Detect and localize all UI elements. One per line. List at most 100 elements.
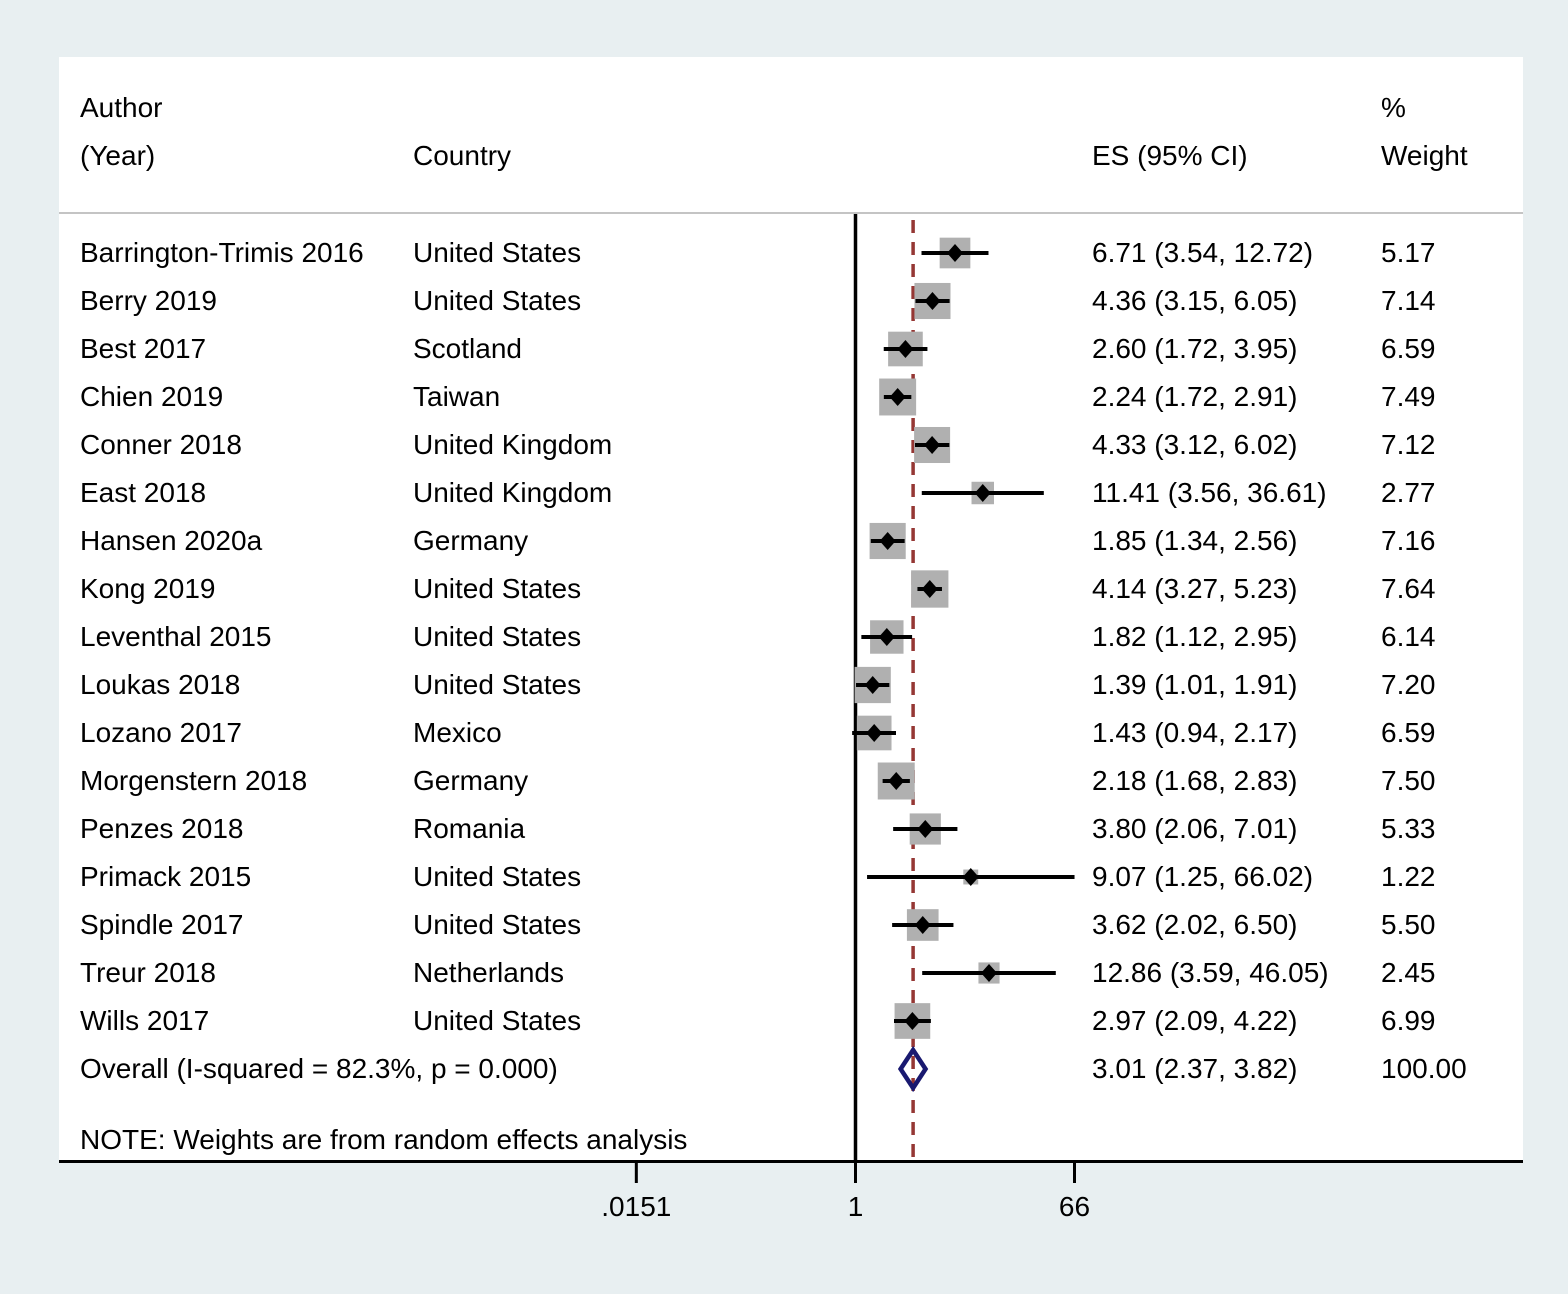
x-tick-label: .0151 (601, 1191, 672, 1222)
study-row: Treur 2018 Netherlands 12.86 (3.59, 46.0… (0, 949, 1568, 997)
study-author: Lozano 2017 (80, 717, 242, 748)
x-axis-line (59, 1160, 1523, 1163)
overall-diamond (897, 1045, 929, 1093)
study-country: United States (413, 669, 582, 700)
study-author: Hansen 2020a (80, 525, 263, 556)
study-weight: 7.12 (1381, 429, 1436, 460)
study-weight: 6.14 (1381, 621, 1436, 652)
study-es-ci: 1.82 (1.12, 2.95) (1092, 621, 1298, 652)
study-es-ci: 3.62 (2.02, 6.50) (1092, 909, 1298, 940)
study-weight: 7.64 (1381, 573, 1436, 604)
study-row: Spindle 2017 United States 3.62 (2.02, 6… (0, 901, 1568, 949)
study-weight: 7.49 (1381, 381, 1436, 412)
study-weight: 1.22 (1381, 861, 1436, 892)
study-weight: 2.77 (1381, 477, 1436, 508)
study-country: United Kingdom (413, 429, 613, 460)
study-row: Berry 2019 United States 4.36 (3.15, 6.0… (0, 277, 1568, 325)
header-weight-line2: Weight (1381, 140, 1468, 171)
random-effects-note: NOTE: Weights are from random effects an… (80, 1124, 688, 1155)
study-author: Spindle 2017 (80, 909, 244, 940)
study-weight: 7.20 (1381, 669, 1436, 700)
study-row: Hansen 2020a Germany 1.85 (1.34, 2.56) 7… (0, 517, 1568, 565)
study-row: Chien 2019 Taiwan 2.24 (1.72, 2.91) 7.49 (0, 373, 1568, 421)
plot-panel (59, 57, 1523, 1162)
study-row: Conner 2018 United Kingdom 4.33 (3.12, 6… (0, 421, 1568, 469)
study-es-ci: 6.71 (3.54, 12.72) (1092, 237, 1314, 268)
header-es-ci: ES (95% CI) (1092, 140, 1248, 171)
study-es-ci: 4.14 (3.27, 5.23) (1092, 573, 1298, 604)
study-country: United States (413, 573, 582, 604)
overall-es-ci: 3.01 (2.37, 3.82) (1092, 1053, 1298, 1084)
study-row: Penzes 2018 Romania 3.80 (2.06, 7.01) 5.… (0, 805, 1568, 853)
study-row: Wills 2017 United States 2.97 (2.09, 4.2… (0, 997, 1568, 1045)
study-es-ci: 4.36 (3.15, 6.05) (1092, 285, 1298, 316)
overall-label: Overall (I-squared = 82.3%, p = 0.000) (80, 1053, 558, 1084)
study-es-ci: 1.85 (1.34, 2.56) (1092, 525, 1298, 556)
study-weight: 2.45 (1381, 957, 1436, 988)
study-weight: 7.14 (1381, 285, 1436, 316)
study-row: Lozano 2017 Mexico 1.43 (0.94, 2.17) 6.5… (0, 709, 1568, 757)
study-country: Scotland (413, 333, 522, 364)
study-weight: 5.33 (1381, 813, 1436, 844)
study-weight: 6.99 (1381, 1005, 1436, 1036)
study-weight: 6.59 (1381, 717, 1436, 748)
study-country: Germany (413, 765, 529, 796)
x-tick-label: 66 (1058, 1191, 1091, 1222)
study-es-ci: 1.43 (0.94, 2.17) (1092, 717, 1298, 748)
study-row: East 2018 United Kingdom 11.41 (3.56, 36… (0, 469, 1568, 517)
study-es-ci: 4.33 (3.12, 6.02) (1092, 429, 1298, 460)
study-row: Kong 2019 United States 4.14 (3.27, 5.23… (0, 565, 1568, 613)
study-country: United States (413, 285, 582, 316)
header-country: Country (413, 140, 512, 171)
study-country: Germany (413, 525, 529, 556)
study-es-ci: 3.80 (2.06, 7.01) (1092, 813, 1298, 844)
study-row: Loukas 2018 United States 1.39 (1.01, 1.… (0, 661, 1568, 709)
study-es-ci: 11.41 (3.56, 36.61) (1092, 477, 1327, 508)
study-country: United States (413, 861, 582, 892)
study-es-ci: 1.39 (1.01, 1.91) (1092, 669, 1298, 700)
header-weight-line1: % (1381, 92, 1406, 123)
study-es-ci: 2.24 (1.72, 2.91) (1092, 381, 1298, 412)
x-tick-label: 1 (847, 1191, 864, 1222)
study-country: Netherlands (413, 957, 564, 988)
header-author-line2: (Year) (80, 140, 156, 171)
header-separator-line (59, 212, 1523, 214)
study-country: United States (413, 909, 582, 940)
study-author: Morgenstern 2018 (80, 765, 308, 796)
study-country: United Kingdom (413, 477, 613, 508)
study-author: East 2018 (80, 477, 207, 508)
study-author: Treur 2018 (80, 957, 216, 988)
study-es-ci: 2.60 (1.72, 3.95) (1092, 333, 1298, 364)
study-es-ci: 2.97 (2.09, 4.22) (1092, 1005, 1298, 1036)
study-country: Mexico (413, 717, 502, 748)
study-country: Romania (413, 813, 526, 844)
study-country: United States (413, 237, 582, 268)
study-row: Best 2017 Scotland 2.60 (1.72, 3.95) 6.5… (0, 325, 1568, 373)
study-weight: 7.16 (1381, 525, 1436, 556)
study-row: Barrington-Trimis 2016 United States 6.7… (0, 229, 1568, 277)
study-es-ci: 2.18 (1.68, 2.83) (1092, 765, 1298, 796)
study-weight: 6.59 (1381, 333, 1436, 364)
study-row: Leventhal 2015 United States 1.82 (1.12,… (0, 613, 1568, 661)
study-author: Berry 2019 (80, 285, 217, 316)
study-row: Primack 2015 United States 9.07 (1.25, 6… (0, 853, 1568, 901)
study-weight: 7.50 (1381, 765, 1436, 796)
study-country: United States (413, 1005, 582, 1036)
study-country: United States (413, 621, 582, 652)
study-author: Loukas 2018 (80, 669, 241, 700)
study-country: Taiwan (413, 381, 501, 412)
overall-weight: 100.00 (1381, 1053, 1467, 1084)
study-author: Best 2017 (80, 333, 207, 364)
header-author-line1: Author (80, 92, 163, 123)
study-author: Kong 2019 (80, 573, 216, 604)
study-author: Wills 2017 (80, 1005, 210, 1036)
study-es-ci: 12.86 (3.59, 46.05) (1092, 957, 1329, 988)
study-es-ci: 9.07 (1.25, 66.02) (1092, 861, 1314, 892)
study-author: Conner 2018 (80, 429, 242, 460)
study-author: Chien 2019 (80, 381, 224, 412)
study-row: Morgenstern 2018 Germany 2.18 (1.68, 2.8… (0, 757, 1568, 805)
study-author: Penzes 2018 (80, 813, 244, 844)
study-author: Leventhal 2015 (80, 621, 272, 652)
